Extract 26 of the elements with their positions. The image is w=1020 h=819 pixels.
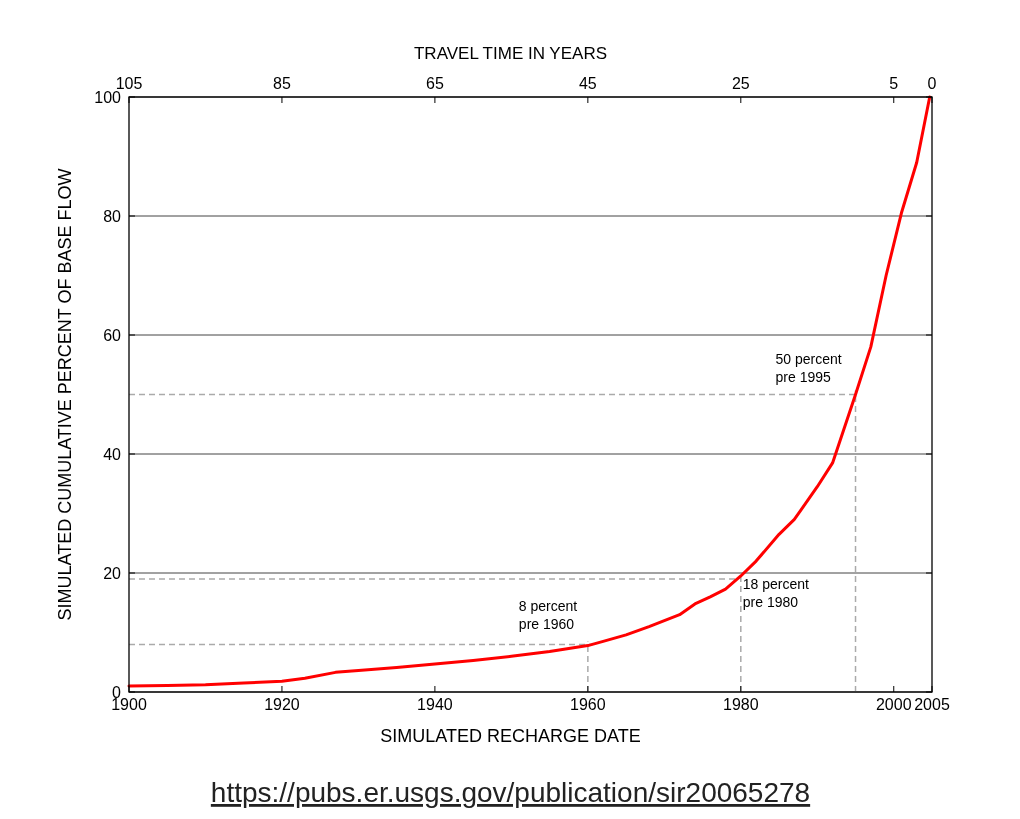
x-tick-label: 2005: [914, 696, 950, 713]
x2-tick-label: 25: [731, 75, 750, 92]
x-tick-label: 1980: [723, 696, 759, 713]
annotation: 8 percent pre 1960: [518, 597, 578, 632]
x-tick-label: 1920: [264, 696, 300, 713]
x2-tick-label: 105: [115, 75, 143, 92]
y-tick-label: 60: [103, 327, 122, 344]
x-tick-label: 1940: [417, 696, 453, 713]
text: https://pubs.er.usgs.gov/publication/sir20065278: [210, 777, 811, 808]
x2-tick-label: 45: [578, 75, 597, 92]
y-tick-label: 100: [94, 89, 122, 106]
x-axis-title: SIMULATED RECHARGE DATE: [380, 726, 641, 746]
x2-tick-label: 65: [426, 75, 444, 92]
x2-tick-label: 0: [927, 75, 937, 92]
line-series: [127, 95, 932, 688]
annotation: 18 percent pre 1980: [742, 575, 810, 610]
y-tick-label: 80: [103, 208, 122, 225]
annotation: 50 percent pre 1995: [775, 351, 842, 386]
x2-tick-label: 5: [889, 75, 899, 92]
y-axis-title: SIMULATED CUMULATIVE PERCENT OF BASE FLOW: [55, 168, 75, 621]
y-tick-label: 20: [103, 565, 122, 582]
y-tick-label: 40: [103, 446, 122, 463]
x-tick-label: 2000: [875, 696, 912, 713]
x-tick-label: 1960: [570, 696, 606, 713]
x2-axis-title: TRAVEL TIME IN YEARS: [413, 44, 608, 63]
x2-tick-label: 85: [273, 75, 291, 92]
